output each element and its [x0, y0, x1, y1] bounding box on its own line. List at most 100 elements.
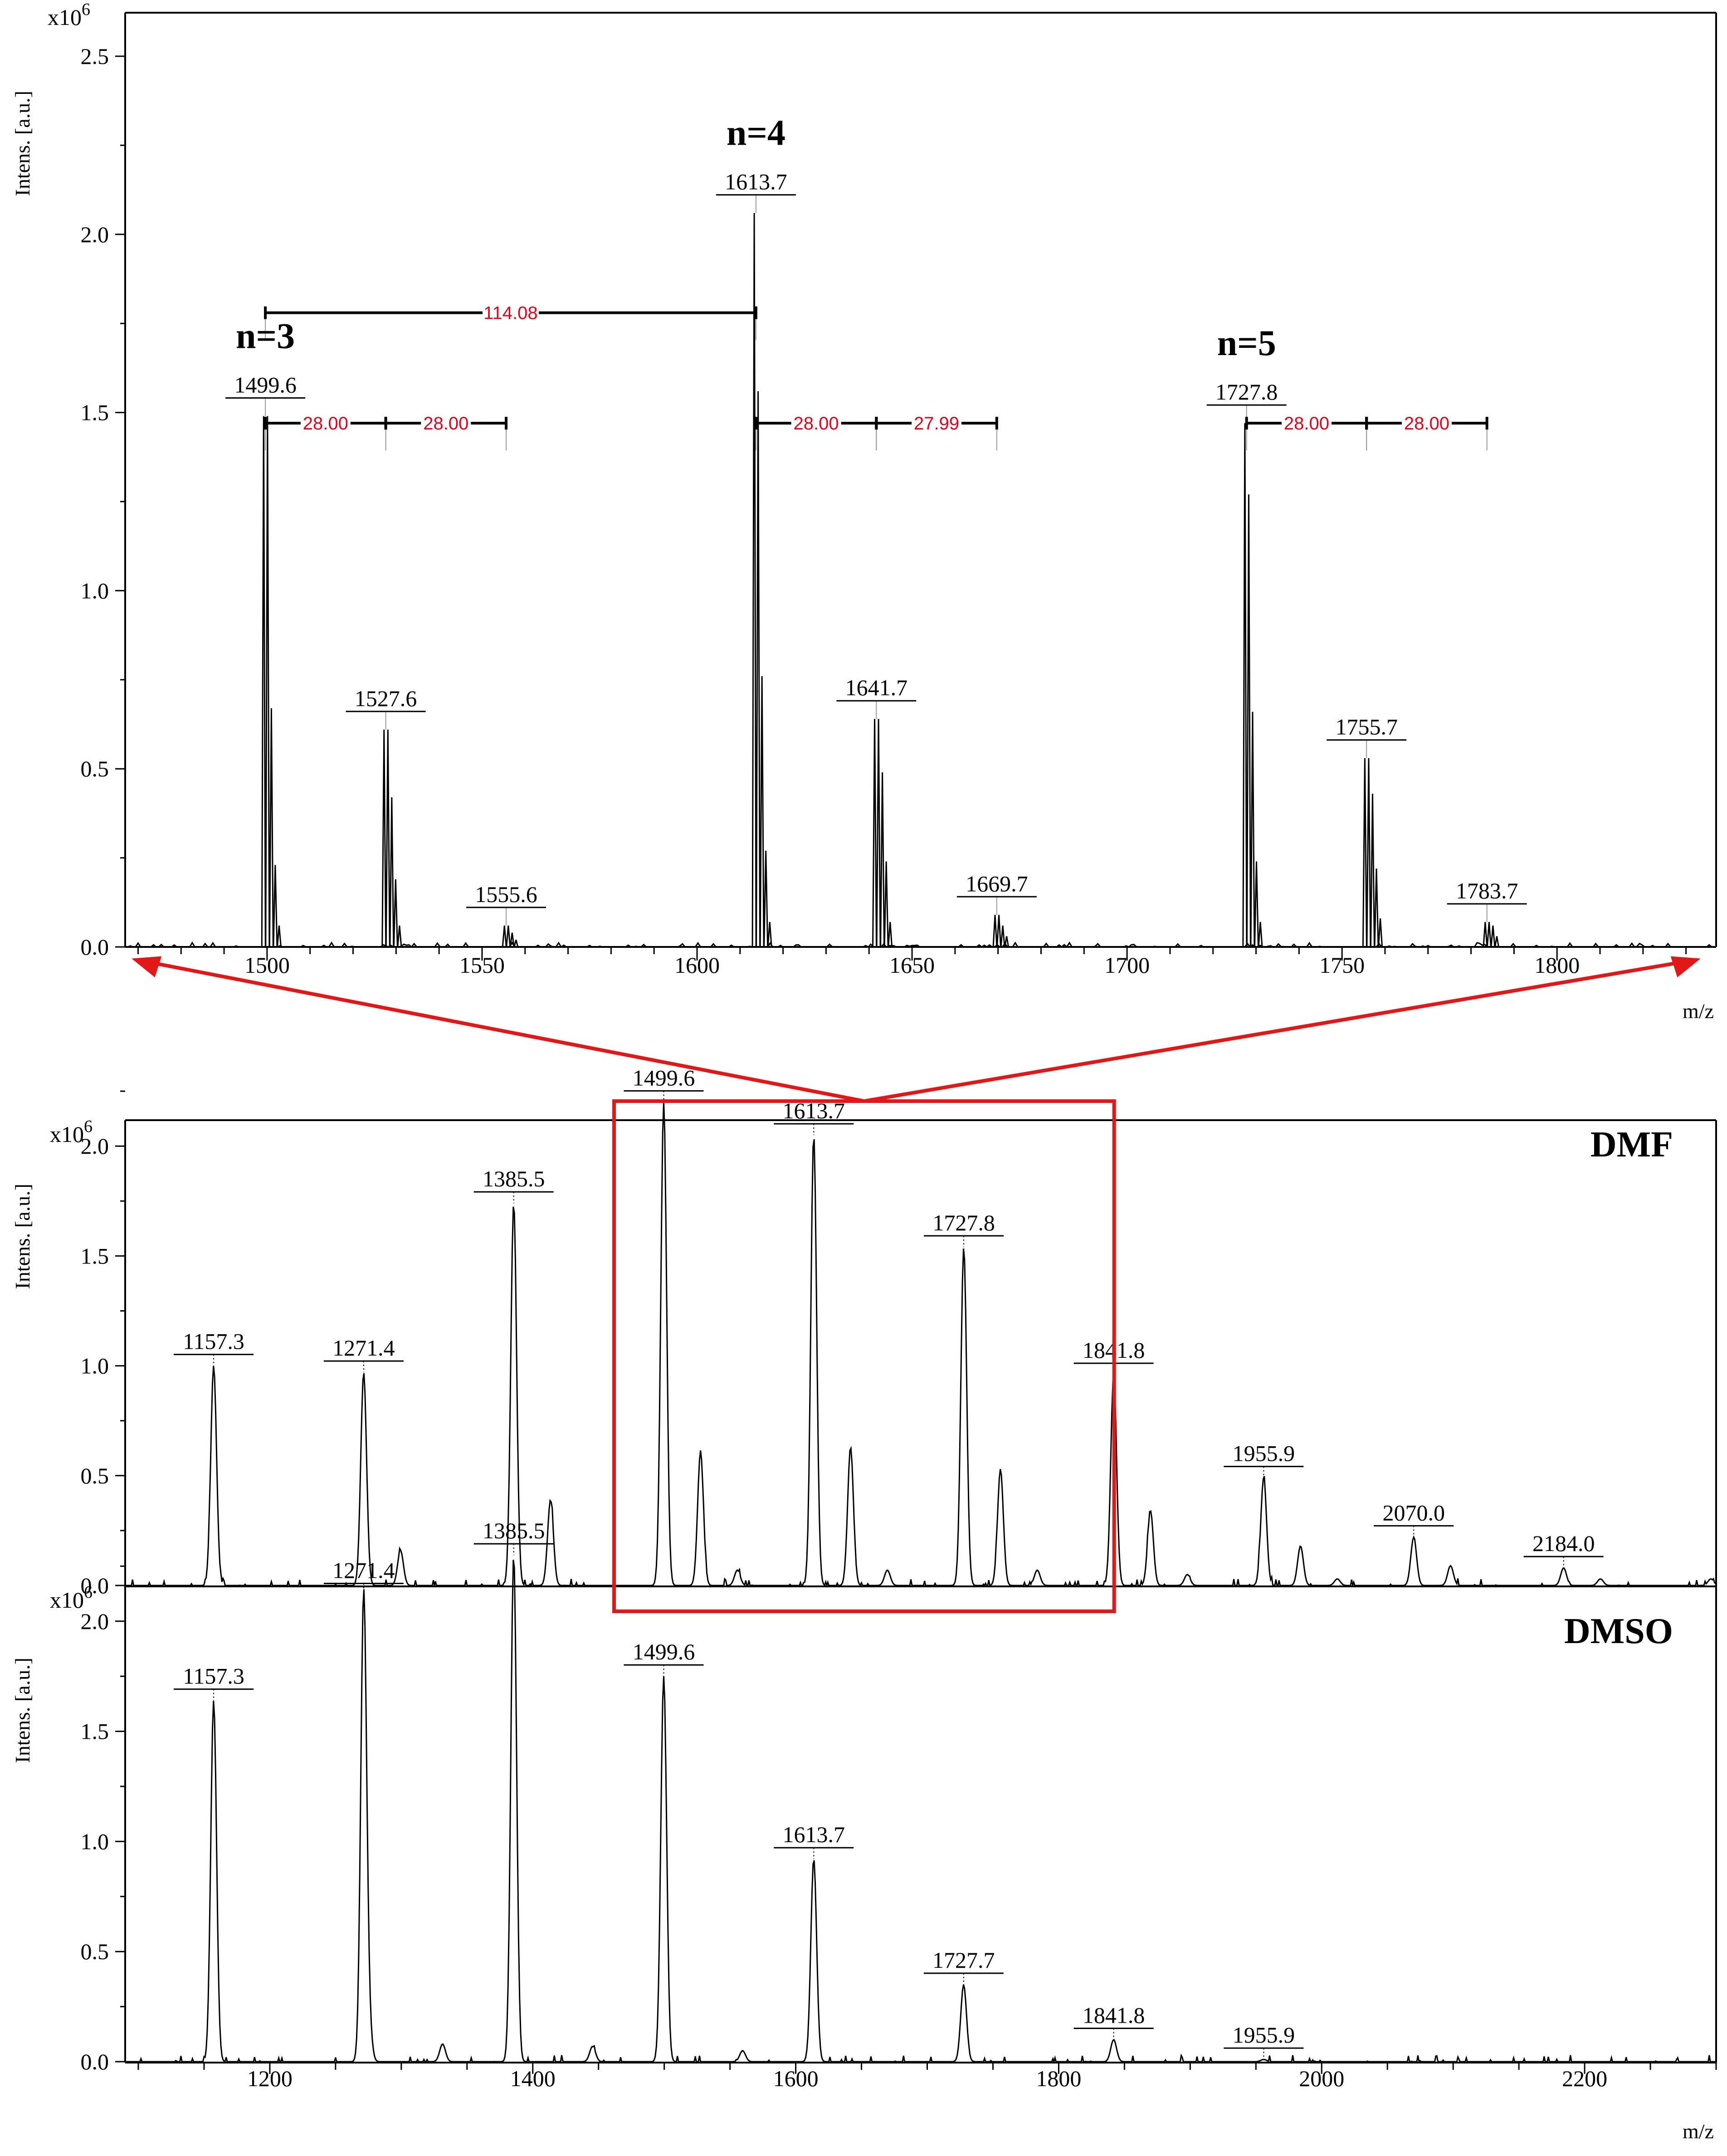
zoom-arrow-left	[140, 959, 865, 1103]
zoom-peak-isotope	[1494, 936, 1499, 947]
zoom-peak-isotope	[276, 925, 282, 947]
dmso-peak-label: 1613.7	[783, 1822, 845, 1847]
zoom-diff-label: 27.99	[914, 414, 959, 434]
dmso-xtick-label: 2200	[1562, 2066, 1607, 2091]
dmso-peak-label: 1727.7	[932, 1947, 995, 1973]
zoom-diff-label: 114.08	[483, 303, 537, 323]
dmso-peak-label: 1841.8	[1083, 2002, 1145, 2028]
zoom-peak-label: 1555.6	[475, 882, 537, 907]
zoom-peak-isotope	[883, 861, 889, 947]
dmso-title: DMSO	[1564, 1611, 1673, 1651]
zoom-peak-isotope	[265, 416, 270, 947]
zoom-peak-isotope	[502, 925, 507, 947]
zoom-xtick-label: 1700	[1104, 952, 1150, 978]
dmso-y-label: Intens. [a.u.]	[11, 1658, 34, 1763]
dmso-ytick-label: 0.0	[81, 2049, 109, 2074]
zoom-series-label: n=3	[236, 316, 295, 356]
dmf-peak-label: 1499.6	[633, 1065, 695, 1090]
zoom-indicator	[132, 956, 1701, 1613]
zoom-peak-isotope	[1362, 758, 1367, 947]
zoom-arrow-right	[864, 959, 1692, 1103]
zoom-panel: 0.0 0.5 1.0 1.5 2.0 2.5 x106 Intens. [a.u.] 1500…	[11, 0, 1717, 1023]
zoom-xtick-label: 1500	[244, 952, 290, 978]
dmso-peak-label: 1271.4	[332, 1558, 395, 1583]
dmf-y-multiplier: x106	[50, 1117, 93, 1147]
zoom-series-label: n=5	[1217, 323, 1276, 363]
zoom-peak-label: 1727.8	[1215, 379, 1278, 405]
zoom-xtick-label: 1750	[1319, 952, 1365, 978]
zoom-peak-isotope	[751, 213, 757, 947]
zoom-diff-label: 28.00	[303, 414, 348, 434]
zoom-peak-isotope	[1370, 794, 1375, 947]
zoom-series-label: n=4	[727, 113, 785, 153]
dmf-title: DMF	[1590, 1125, 1673, 1165]
dmf-y-label: Intens. [a.u.]	[11, 1184, 34, 1289]
zoom-peak-isotope	[1250, 712, 1255, 947]
zoom-peak-isotope	[273, 865, 278, 947]
zoom-peak-label: 1669.7	[966, 871, 1028, 896]
dmf-peak-label: 1727.8	[932, 1210, 995, 1235]
zoom-peak-isotope	[1486, 922, 1492, 947]
zoom-peak-isotope	[397, 925, 402, 947]
dmso-peak-label: 1157.3	[183, 1663, 244, 1689]
dmf-peak-label: 2184.0	[1532, 1531, 1595, 1556]
zoom-ytick-label: 2.0	[81, 222, 109, 247]
zoom-peak-isotope	[1378, 918, 1383, 947]
zoom-peak-isotope	[763, 850, 769, 947]
dmso-peak-label: 1955.9	[1233, 2022, 1295, 2048]
dmso-ytick-label: 1.0	[81, 1829, 109, 1854]
dmf-peak-label: 1157.3	[183, 1329, 244, 1354]
zoom-peak-isotope	[1258, 922, 1263, 947]
zoom-peak-isotope	[1366, 758, 1371, 947]
zoom-xtick-label: 1650	[889, 952, 935, 978]
zoom-peak-isotope	[759, 676, 765, 947]
dmso-xtick-label: 1800	[1036, 2066, 1081, 2091]
dmf-ytick-label: 2.0	[81, 1133, 109, 1159]
zoom-peak-isotope	[1242, 423, 1248, 947]
dmso-x-label: m/z	[1683, 2120, 1714, 2143]
dmf-peak-label: 1955.9	[1233, 1441, 1295, 1466]
zoom-peak-isotope	[888, 922, 893, 947]
dmso-xtick-label: 2000	[1299, 2066, 1344, 2091]
dmf-ytick-label: 0.5	[81, 1463, 109, 1488]
zoom-diff-label: 28.00	[794, 414, 839, 434]
dmso-ytick-label: 1.5	[81, 1719, 109, 1744]
arrowhead-left	[132, 956, 162, 978]
dmso-peak-label: 1499.6	[633, 1639, 695, 1664]
zoom-ytick-label: 0.0	[81, 934, 109, 960]
zoom-x-label: m/z	[1683, 1000, 1714, 1023]
dmf-ytick-label: 1.0	[81, 1353, 109, 1379]
zoom-xtick-label: 1800	[1534, 952, 1580, 978]
zoom-peak-isotope	[268, 708, 274, 947]
zoom-peak-isotope	[1490, 925, 1496, 947]
zoom-ytick-label: 1.0	[81, 578, 109, 603]
zoom-peak-isotope	[1004, 936, 1010, 947]
zoom-peak-isotope	[1000, 925, 1005, 947]
zoom-peak-isotope	[261, 416, 266, 947]
zoom-xtick-label: 1600	[674, 952, 720, 978]
dmf-spectrum-trace	[125, 1102, 1716, 1588]
zoom-y-label: Intens. [a.u.]	[11, 91, 34, 196]
zoom-peak-isotope	[513, 939, 519, 947]
dmso-ytick-label: 0.5	[81, 1939, 109, 1964]
dmso-y-multiplier: x106	[50, 1583, 93, 1613]
zoom-peak-isotope	[872, 719, 878, 947]
zoom-peak-isotope	[381, 729, 387, 947]
zoom-peak-isotope	[393, 879, 398, 947]
dmf-ytick-label: 0.0	[81, 1573, 109, 1598]
zoom-peak-isotope	[767, 922, 772, 947]
dmf-ytick-label: 1.5	[81, 1243, 109, 1268]
zoom-peak-label: 1499.6	[234, 372, 297, 397]
dmso-xtick-label: 1200	[247, 2066, 293, 2091]
zoom-peak-isotope	[992, 915, 998, 947]
zoom-peak-isotope	[506, 925, 511, 947]
zoom-peak-isotope	[876, 719, 881, 947]
dmso-xtick-label: 1600	[773, 2066, 819, 2091]
zoom-peak-isotope	[1483, 922, 1488, 947]
zoom-peak-label: 1783.7	[1456, 878, 1518, 903]
zoom-peak-isotope	[389, 797, 395, 947]
dmso-xtick-label: 1400	[510, 2066, 556, 2091]
zoom-ytick-label: 2.5	[81, 44, 109, 69]
